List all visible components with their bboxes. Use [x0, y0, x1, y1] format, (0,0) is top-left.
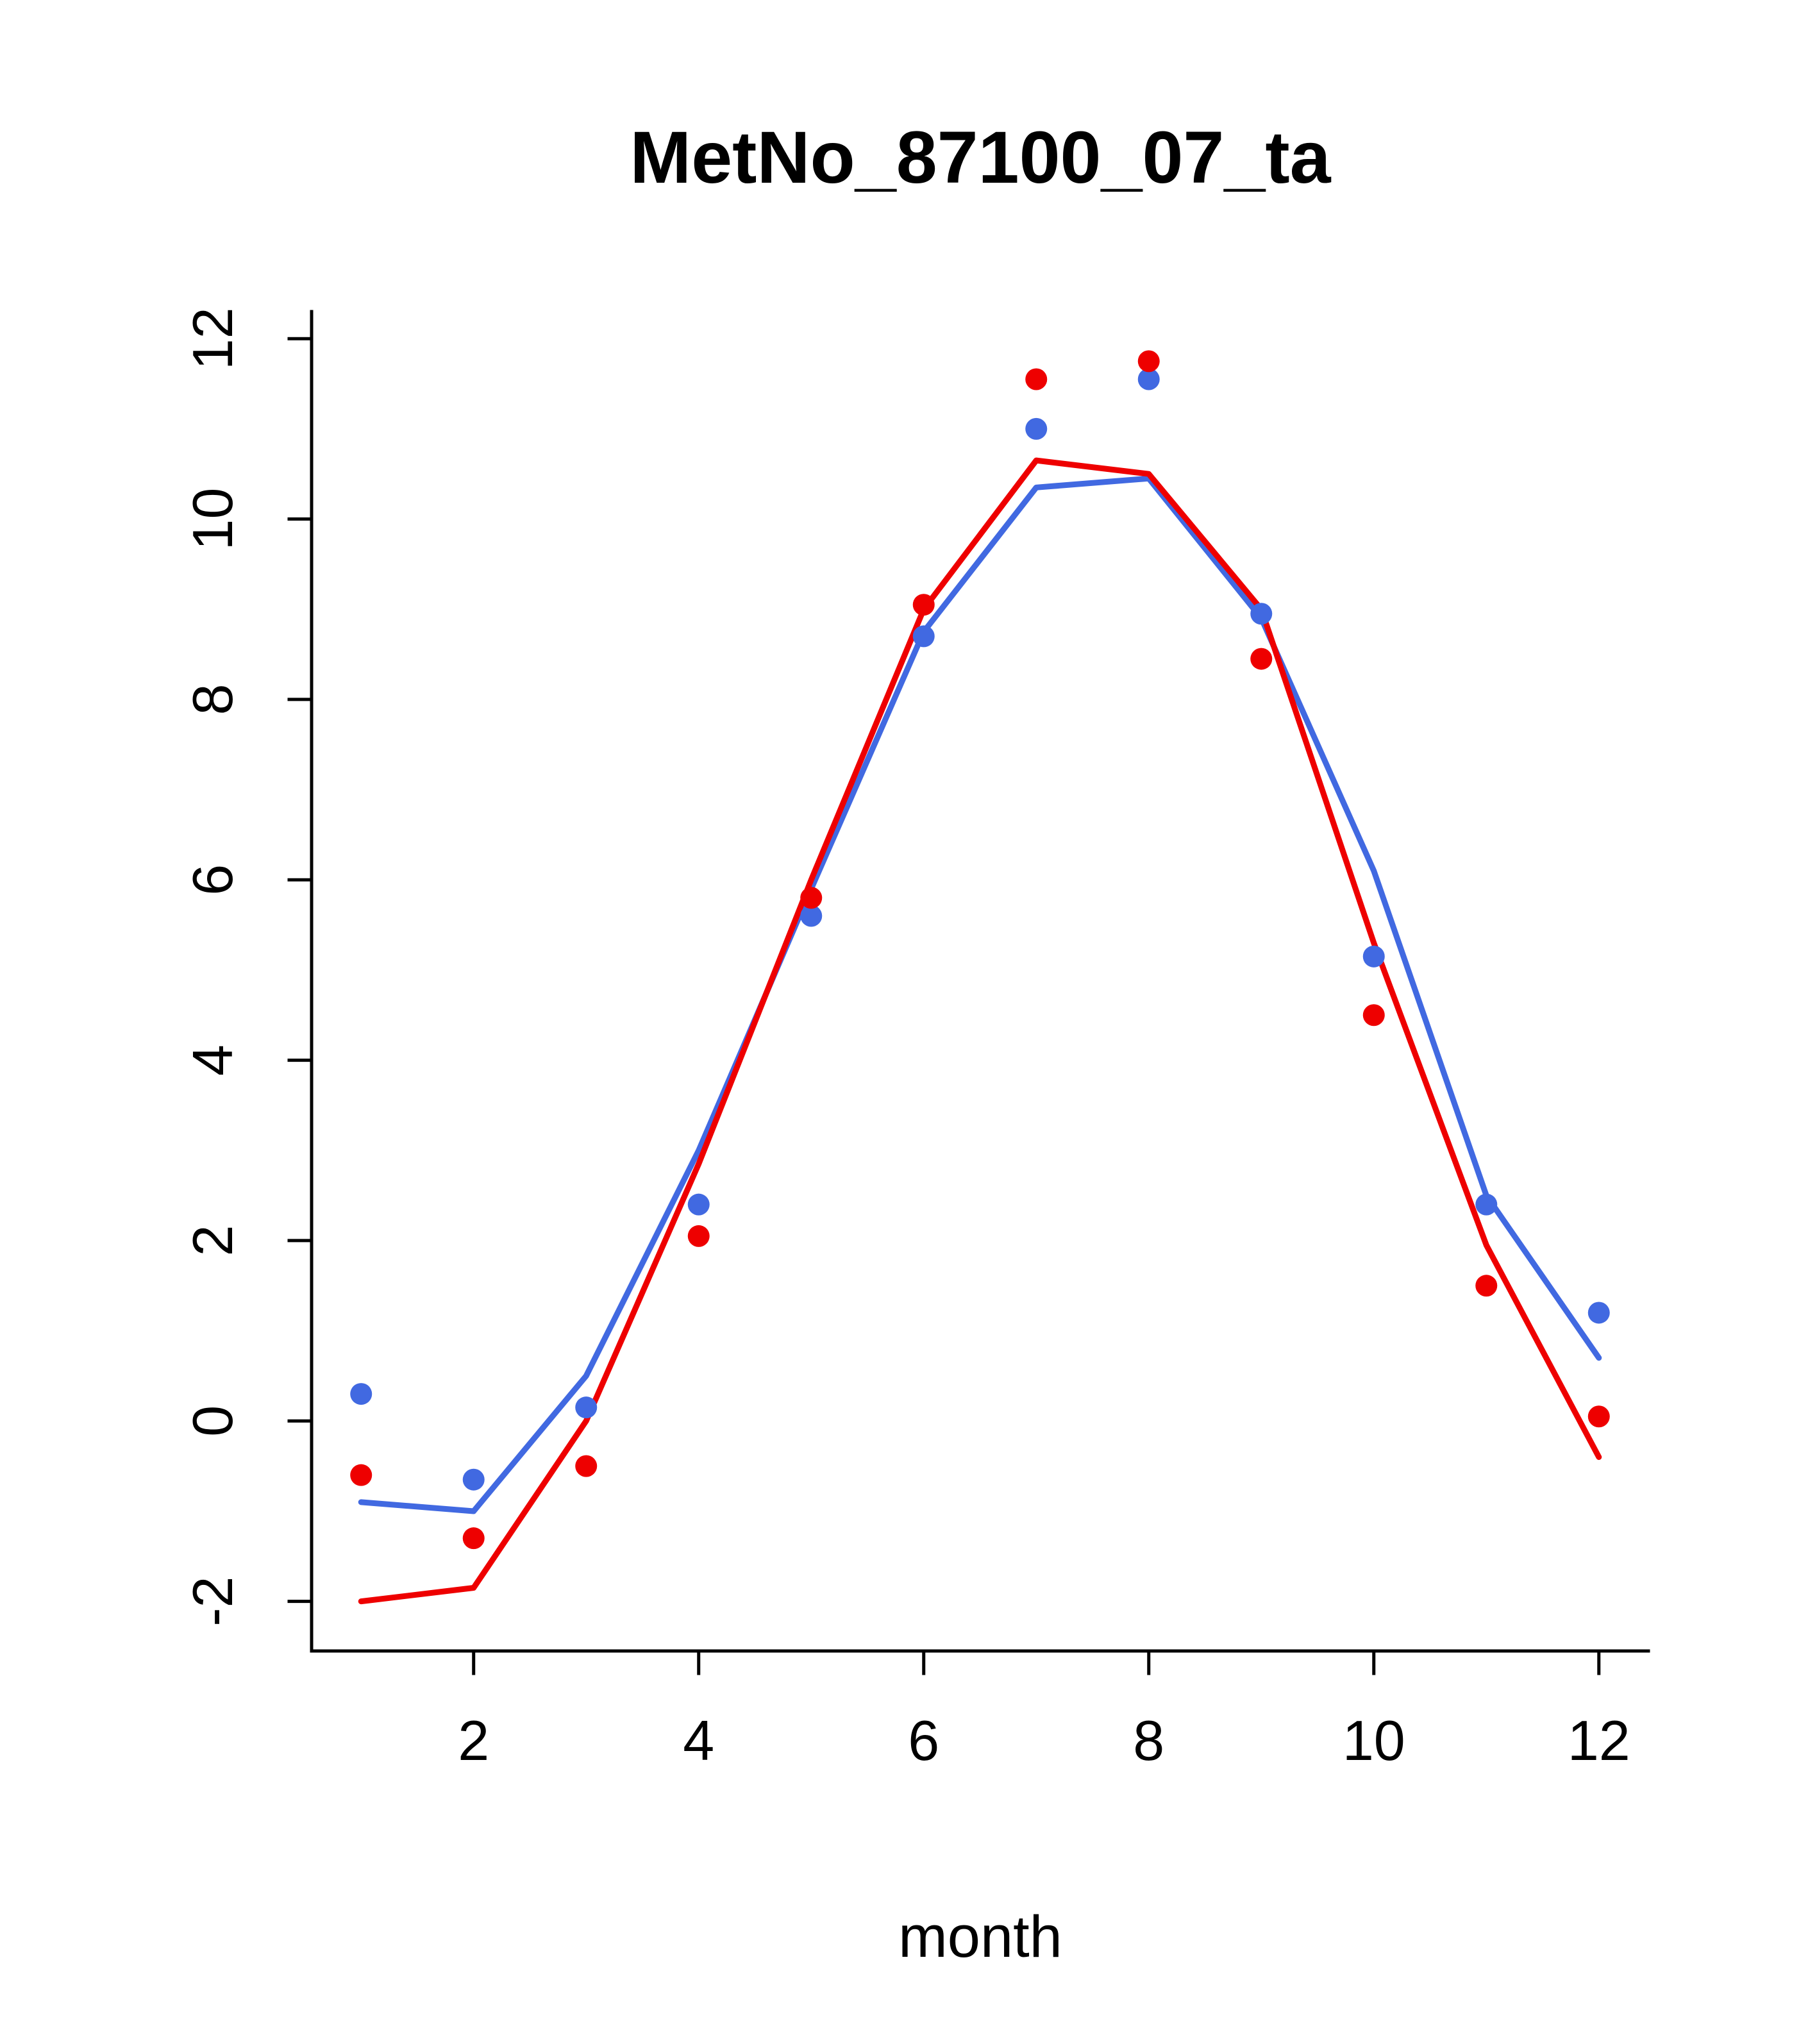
- red-points-point: [1137, 350, 1160, 373]
- blue-line: [358, 475, 1602, 1514]
- chart-title: MetNo_87100_07_ta: [630, 117, 1331, 199]
- red-points-point: [575, 1455, 598, 1477]
- red-points-point: [1587, 1405, 1610, 1428]
- y-tick-label: 6: [181, 864, 244, 896]
- red-points-point: [1475, 1275, 1498, 1297]
- blue-points-point: [687, 1193, 710, 1216]
- axes: -2 0 2 4 6 8 10 12 2 4 6 8 10 12: [181, 307, 1650, 1772]
- blue-points-point: [575, 1396, 598, 1419]
- y-tick-label: -2: [181, 1577, 244, 1627]
- red-points-point: [687, 1225, 710, 1247]
- blue-points-point: [1475, 1193, 1498, 1216]
- x-tick-label: 12: [1568, 1709, 1630, 1772]
- red-points-point: [462, 1527, 485, 1550]
- x-tick-label: 4: [683, 1709, 714, 1772]
- series-layer: [350, 350, 1610, 1605]
- blue-points-point: [462, 1468, 485, 1491]
- red-points-point: [1250, 648, 1273, 670]
- y-tick-label: 2: [181, 1225, 244, 1256]
- blue-points-point: [1362, 945, 1385, 968]
- y-tick-label: 10: [181, 488, 244, 551]
- blue-points-point: [1025, 417, 1048, 440]
- y-tick-label: 0: [181, 1405, 244, 1437]
- x-tick-label: 2: [458, 1709, 489, 1772]
- blue-points-point: [1587, 1302, 1610, 1324]
- x-tick-label: 10: [1343, 1709, 1405, 1772]
- red-points-point: [912, 594, 935, 616]
- x-axis-label: month: [898, 1904, 1062, 1970]
- x-tick-label: 8: [1133, 1709, 1164, 1772]
- blue-points-point: [1250, 603, 1273, 625]
- x-tick-label: 6: [908, 1709, 939, 1772]
- red-points-point: [1025, 368, 1048, 390]
- blue-points-point: [1137, 368, 1160, 390]
- red-line: [358, 457, 1602, 1605]
- blue-points-point: [350, 1383, 373, 1405]
- red-points-point: [1362, 1004, 1385, 1026]
- y-tick-label: 4: [181, 1044, 244, 1076]
- blue-points-point: [912, 625, 935, 648]
- red-points-point: [800, 887, 823, 909]
- y-tick-label: 12: [181, 307, 244, 370]
- red-points-point: [350, 1464, 373, 1486]
- y-tick-label: 8: [181, 683, 244, 715]
- blue-points-point: [800, 905, 823, 927]
